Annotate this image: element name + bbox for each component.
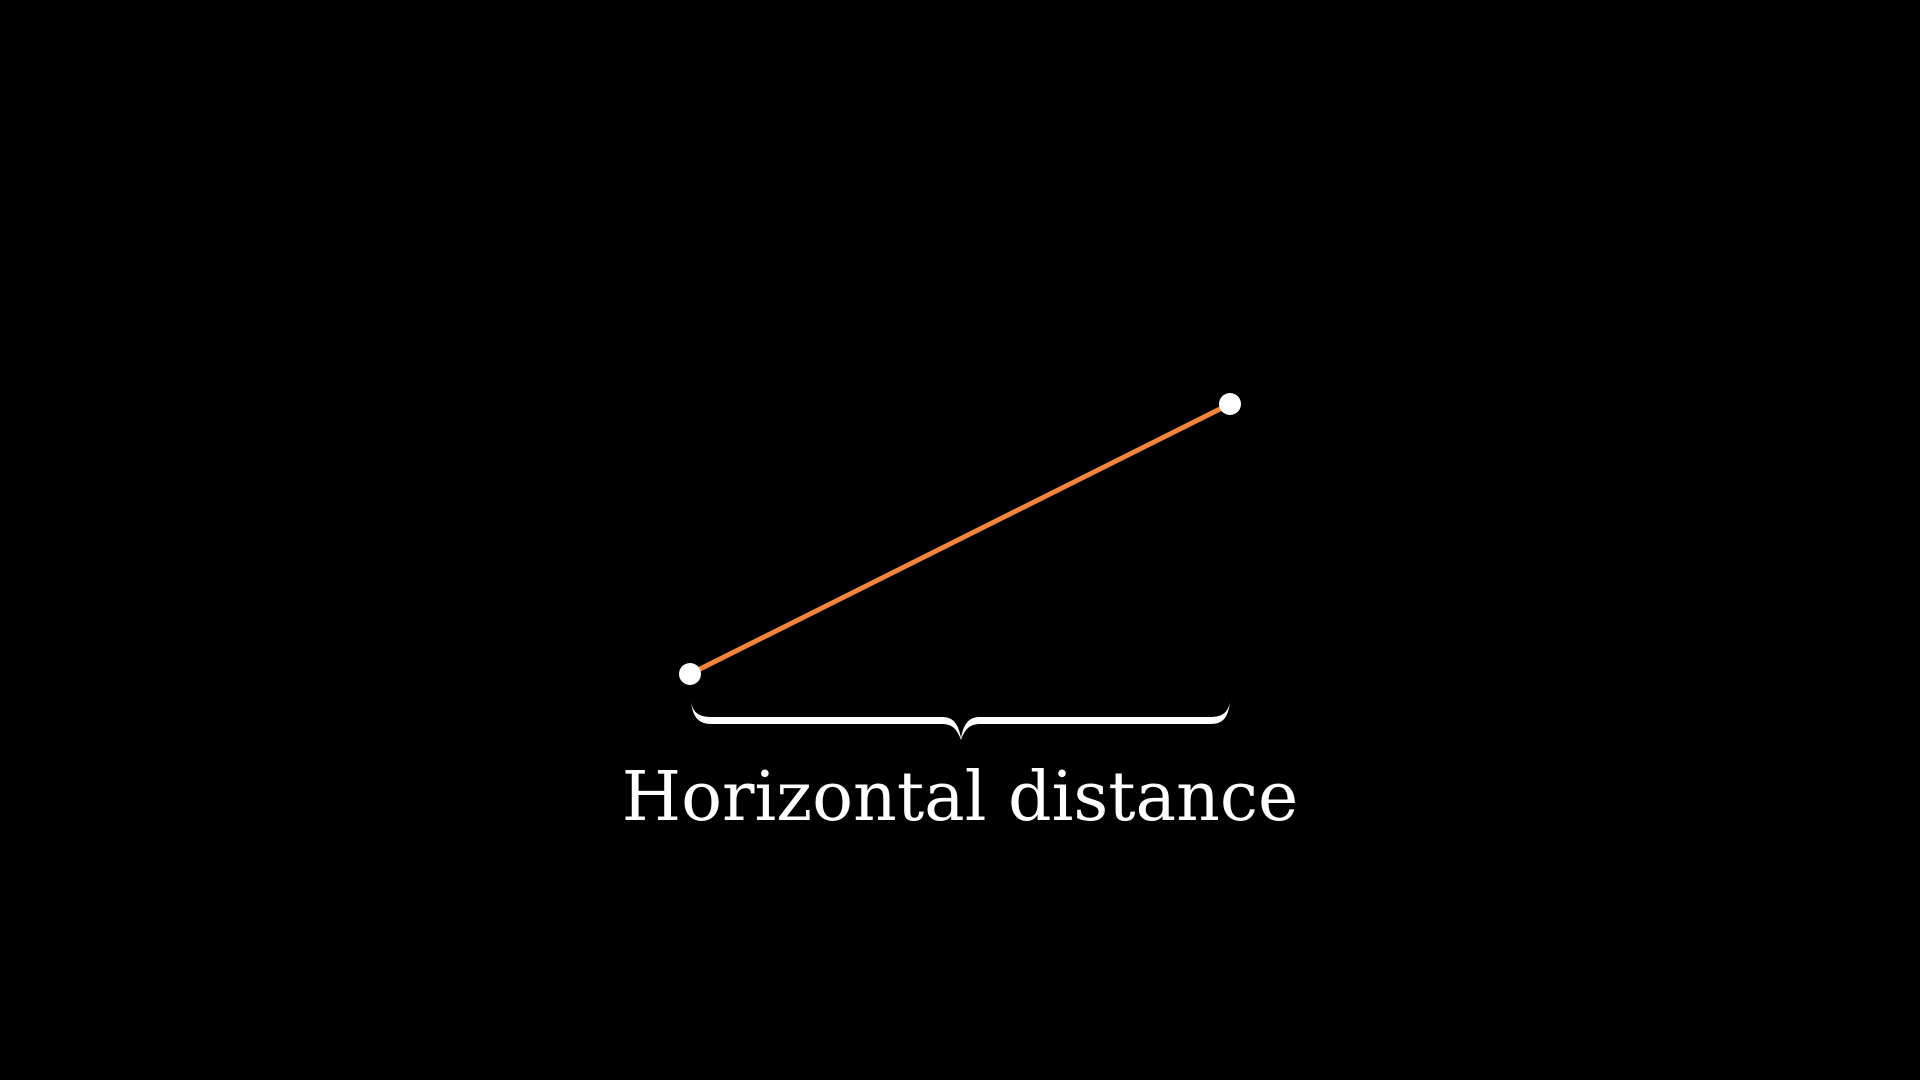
end-point bbox=[1219, 393, 1241, 415]
start-point bbox=[679, 663, 701, 685]
horizontal-distance-label: Horizontal distance bbox=[622, 758, 1298, 837]
horizontal-brace bbox=[691, 702, 1230, 740]
slope-segment bbox=[687, 401, 1233, 677]
